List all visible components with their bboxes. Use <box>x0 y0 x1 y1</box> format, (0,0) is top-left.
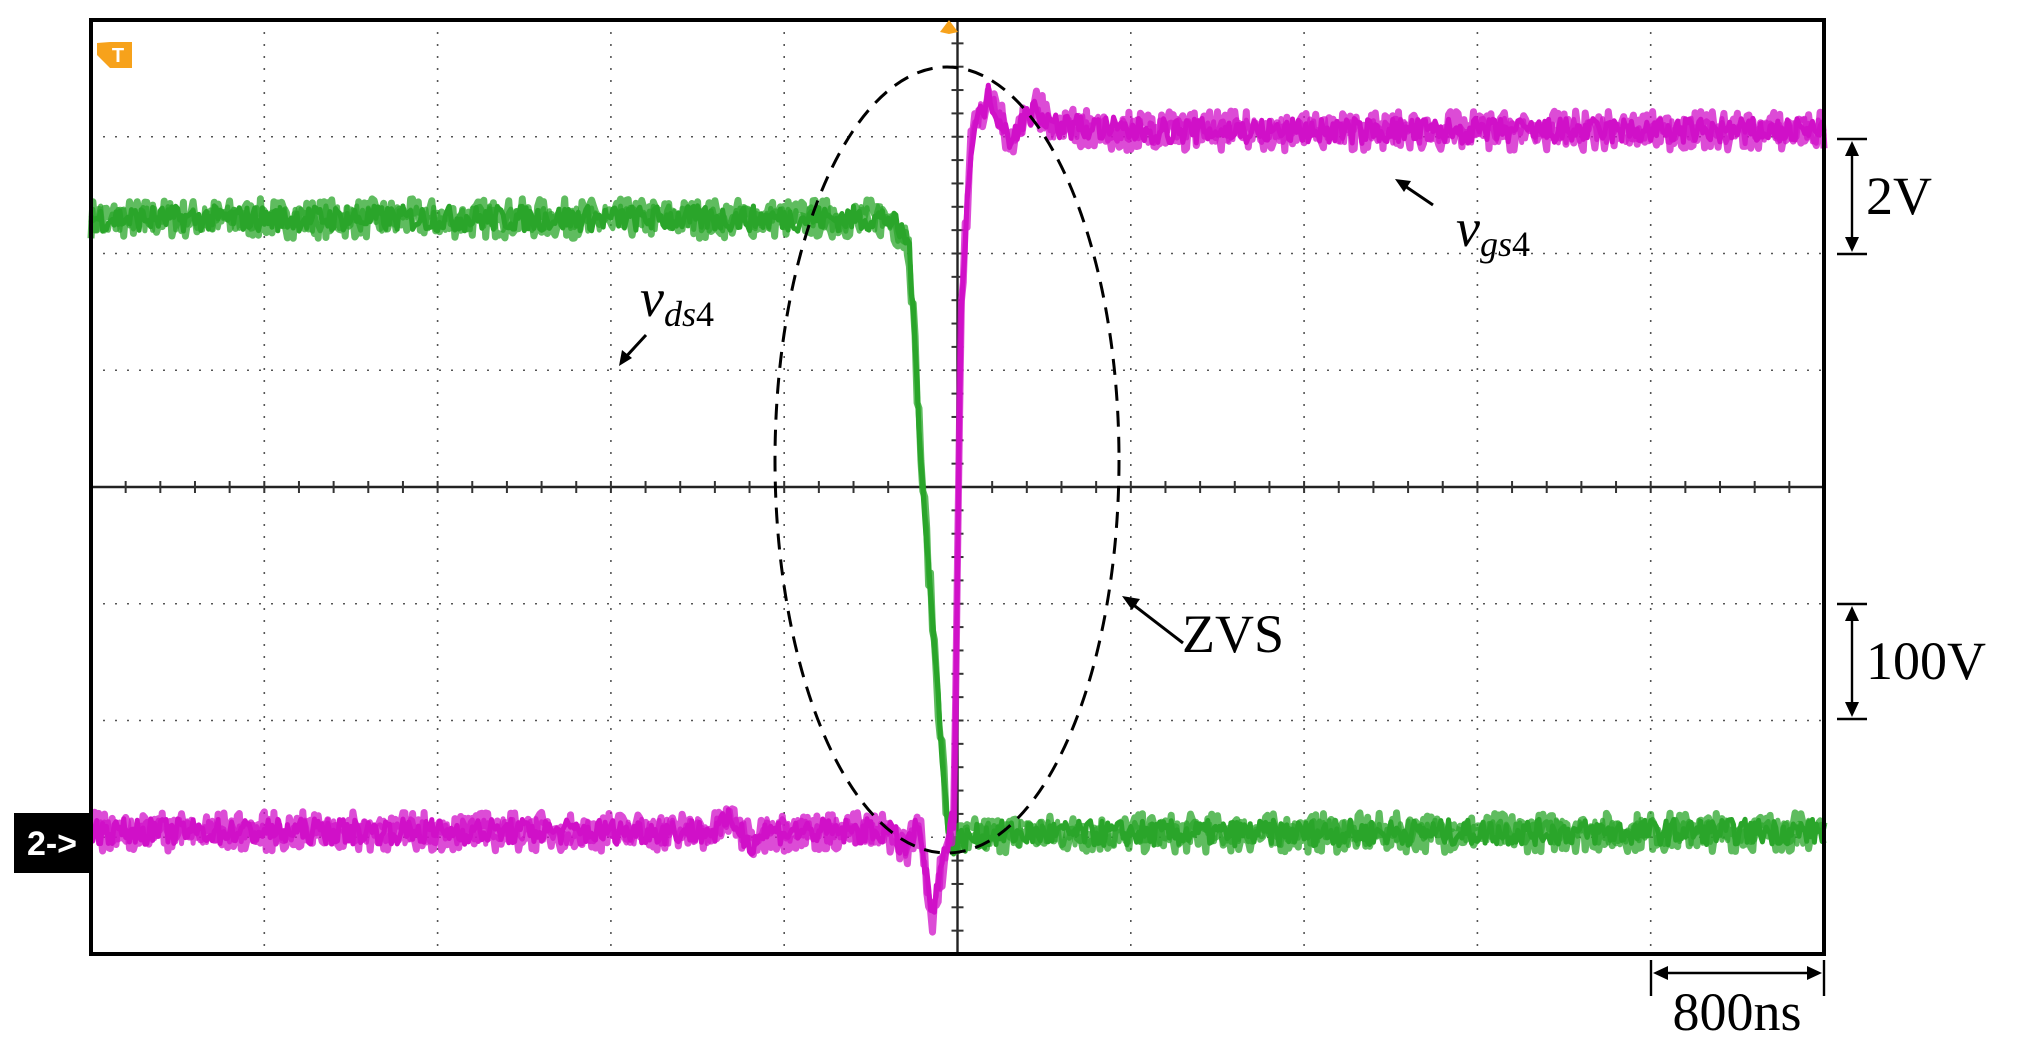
zvs-annotation: ZVS <box>1122 596 1284 664</box>
vgs4-label-sub: gs <box>1480 224 1512 264</box>
scale-100v-label: 100V <box>1866 631 1986 691</box>
channel-2-label: 2-> <box>27 825 77 863</box>
vds4-annotation: vds4 <box>619 268 714 366</box>
trace-vgs4 <box>87 82 1828 936</box>
trigger-position-marker <box>940 20 958 34</box>
scale-100v-indicator: 100V <box>1837 602 1986 721</box>
traces <box>87 82 1828 936</box>
vds4-label-main: v <box>640 268 664 328</box>
zvs-ellipse <box>773 65 1121 855</box>
vgs4-label-num: 4 <box>1512 224 1530 264</box>
svg-text:vds4: vds4 <box>640 268 714 334</box>
vds4-label-num: 4 <box>696 294 714 334</box>
trigger-marker-label: T <box>112 45 124 67</box>
scale-2v-label: 2V <box>1866 166 1932 226</box>
time-scale-indicator: 800ns <box>1649 960 1826 1042</box>
time-scale-label: 800ns <box>1672 982 1801 1042</box>
vds4-label-sub: ds <box>664 294 696 334</box>
vgs4-label-main: v <box>1456 198 1480 258</box>
trace-line <box>90 82 1827 915</box>
trigger-level-marker: T <box>97 42 132 68</box>
channel-2-marker: 2-> <box>14 813 91 873</box>
plot-frame <box>89 18 1826 956</box>
svg-text:vgs4: vgs4 <box>1456 198 1530 264</box>
scale-2v-indicator: 2V <box>1837 137 1932 256</box>
vgs4-annotation: vgs4 <box>1395 179 1530 264</box>
zvs-label: ZVS <box>1182 604 1284 664</box>
trace-line <box>88 203 1827 857</box>
